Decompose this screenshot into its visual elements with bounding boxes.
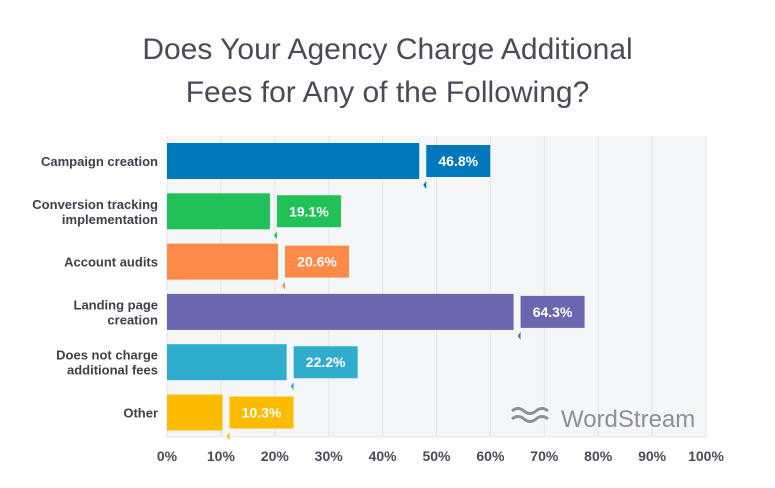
- y-category-label: Other: [123, 406, 158, 421]
- x-tick-label: 80%: [584, 448, 613, 464]
- y-category-label: Landing page: [74, 297, 159, 312]
- bar: [167, 293, 514, 330]
- bar: [167, 243, 279, 280]
- wordstream-logo-icon: [511, 415, 549, 423]
- y-category-label: creation: [107, 312, 158, 327]
- data-label: 46.8%: [438, 153, 478, 169]
- x-tick-label: 70%: [530, 448, 559, 464]
- data-label: 10.3%: [242, 405, 282, 421]
- chart-title-line-1: Does Your Agency Charge Additional: [142, 33, 633, 66]
- data-label-box: [226, 396, 294, 441]
- data-label: 64.3%: [533, 304, 573, 320]
- bar: [167, 344, 287, 381]
- y-category-label: Account audits: [64, 255, 158, 270]
- chart-title-line-2: Fees for Any of the Following?: [185, 76, 590, 109]
- y-category-label: implementation: [62, 212, 158, 227]
- wordstream-watermark: WordStream: [561, 406, 695, 433]
- data-label-box: [517, 295, 585, 340]
- data-label: 20.6%: [297, 254, 337, 270]
- bar: [167, 394, 223, 431]
- x-tick-label: 50%: [422, 448, 451, 464]
- bar: [167, 143, 420, 179]
- bar: [167, 193, 270, 230]
- y-category-label: additional fees: [67, 363, 158, 378]
- x-tick-label: 10%: [207, 448, 236, 464]
- data-label-box: [290, 346, 358, 391]
- data-label-box: [282, 245, 350, 290]
- data-label-box: [423, 145, 491, 189]
- wordstream-logo-icon: [511, 407, 549, 415]
- data-label: 19.1%: [289, 203, 329, 219]
- x-tick-label: 60%: [476, 448, 505, 464]
- x-tick-label: 40%: [369, 448, 398, 464]
- y-category-label: Does not charge: [56, 348, 158, 363]
- y-category-label: Conversion tracking: [32, 197, 158, 212]
- x-tick-label: 30%: [315, 448, 344, 464]
- x-tick-label: 20%: [261, 448, 290, 464]
- data-label-box: [273, 195, 341, 240]
- x-tick-label: 0%: [157, 448, 178, 464]
- data-label: 22.2%: [306, 354, 346, 370]
- x-tick-label: 90%: [638, 448, 667, 464]
- x-tick-label: 100%: [688, 448, 724, 464]
- y-category-label: Campaign creation: [41, 154, 158, 169]
